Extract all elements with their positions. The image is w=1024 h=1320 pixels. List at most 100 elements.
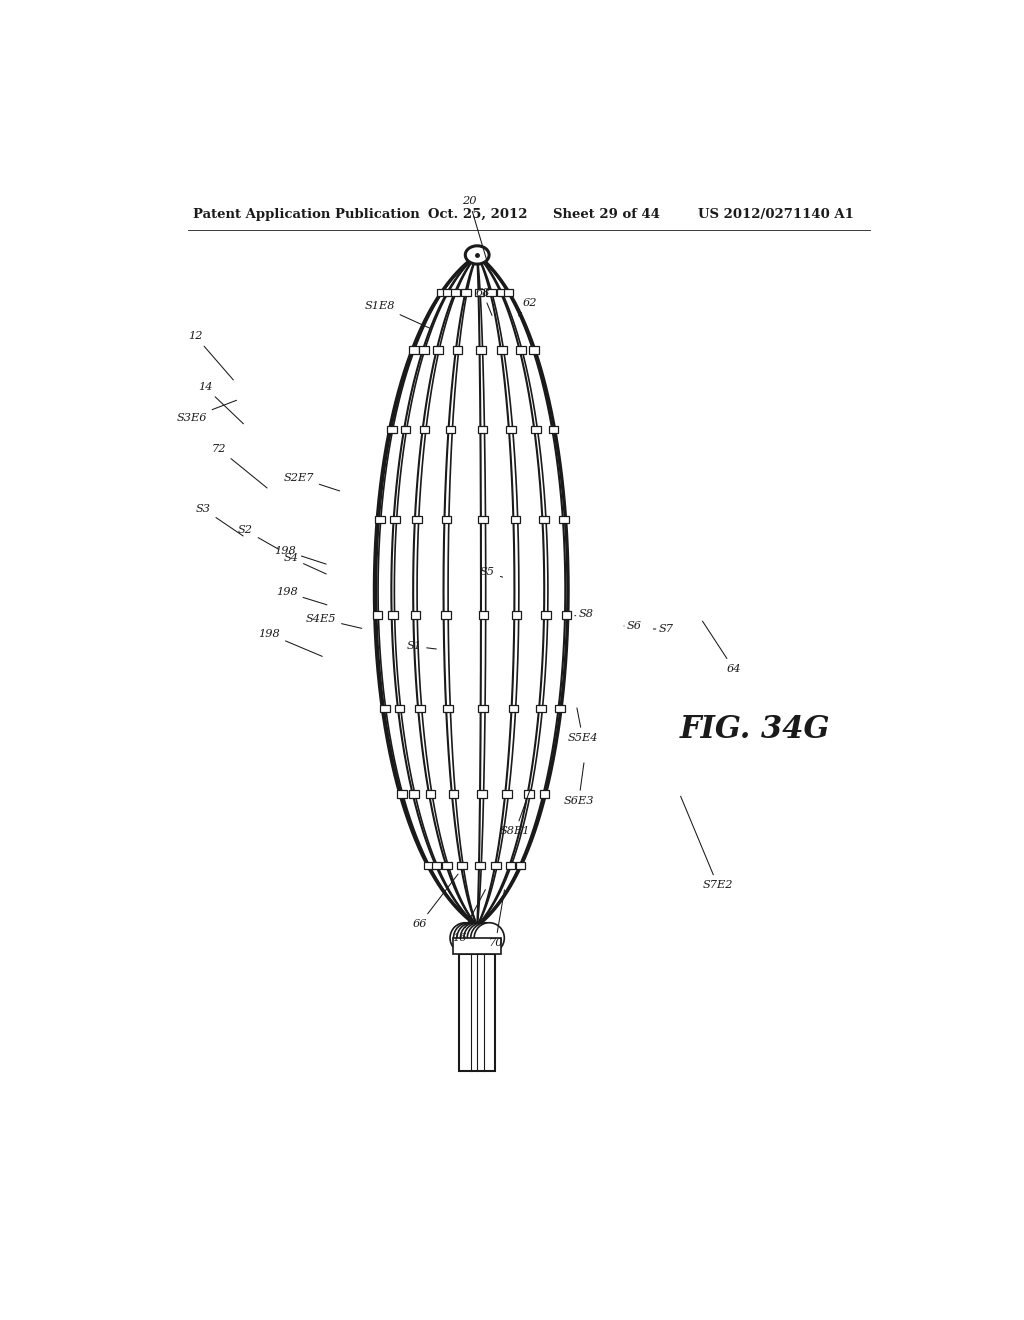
Text: 198: 198 [274,545,326,564]
Text: 68: 68 [475,288,492,315]
Text: US 2012/0271140 A1: US 2012/0271140 A1 [697,209,854,222]
Bar [549,426,558,433]
Bar [559,516,569,524]
Bar [504,289,513,296]
Text: S1E8: S1E8 [366,301,429,327]
Bar [476,346,485,354]
Bar [443,705,453,711]
Text: 198: 198 [275,587,327,605]
Text: S3E6: S3E6 [176,400,237,422]
Bar [498,346,507,354]
Text: S5: S5 [480,568,503,577]
Text: S8: S8 [574,609,593,619]
Bar [445,426,456,433]
Ellipse shape [464,923,494,953]
Bar [486,289,496,296]
Bar [380,705,389,711]
Bar [536,705,546,711]
Bar [415,705,425,711]
Text: Patent Application Publication: Patent Application Publication [194,209,420,222]
Bar [426,791,435,797]
Text: 12: 12 [188,331,233,380]
Ellipse shape [457,923,487,953]
Bar [506,426,515,433]
Bar [475,862,485,869]
Text: S2: S2 [238,525,279,549]
Bar [509,705,518,711]
Bar [474,289,484,296]
Bar [477,426,487,433]
Ellipse shape [471,923,501,953]
Ellipse shape [461,923,490,953]
Bar [442,289,453,296]
Bar [540,791,549,797]
Text: S4E5: S4E5 [305,614,361,628]
Bar [373,611,382,619]
Bar [561,611,571,619]
Text: FIG. 34G: FIG. 34G [680,714,830,744]
Bar [442,862,452,869]
Bar [478,611,488,619]
Bar [432,862,441,869]
Bar [478,516,488,524]
Bar [497,289,506,296]
Text: S5E4: S5E4 [567,708,598,743]
Bar [462,289,471,296]
Bar [516,862,525,869]
Text: S6: S6 [624,620,642,631]
Bar [511,516,520,524]
Text: 198: 198 [258,630,323,656]
Bar [441,611,451,619]
Text: S8E1: S8E1 [500,789,530,837]
Text: 70: 70 [488,890,505,948]
Text: S7: S7 [653,624,674,634]
Bar [458,862,467,869]
Bar [390,516,400,524]
Ellipse shape [465,246,489,264]
Text: 64: 64 [702,622,740,673]
Bar [531,426,541,433]
Text: S6E3: S6E3 [563,763,594,805]
Bar [555,705,564,711]
Ellipse shape [454,923,483,953]
Bar [411,611,420,619]
Text: S7E2: S7E2 [681,796,733,890]
Text: 20: 20 [462,197,488,265]
Bar [478,705,487,711]
Bar [412,516,422,524]
Text: S4: S4 [284,553,327,574]
Bar [541,611,551,619]
Bar [437,289,446,296]
Bar [420,426,429,433]
Bar [540,516,549,524]
Bar [449,791,459,797]
Bar [506,862,515,869]
Text: S1: S1 [407,642,436,651]
Bar [529,346,539,354]
Ellipse shape [450,923,480,953]
Bar [397,791,407,797]
Text: 14: 14 [198,381,244,424]
Bar [516,346,525,354]
Bar [460,954,495,1071]
Bar [419,346,428,354]
Text: S3: S3 [196,504,243,536]
Text: Sheet 29 of 44: Sheet 29 of 44 [553,209,659,222]
Bar [433,346,442,354]
Bar [409,791,419,797]
Bar [454,939,501,954]
Bar [524,791,534,797]
Bar [388,611,398,619]
Text: 66: 66 [413,874,458,929]
Bar [442,516,452,524]
Ellipse shape [474,923,505,953]
Bar [400,426,410,433]
Bar [477,791,486,797]
Bar [424,862,433,869]
Text: 72: 72 [212,444,267,488]
Bar [394,705,404,711]
Bar [512,611,521,619]
Text: 16: 16 [453,890,485,942]
Bar [451,289,460,296]
Text: S2E7: S2E7 [284,473,340,491]
